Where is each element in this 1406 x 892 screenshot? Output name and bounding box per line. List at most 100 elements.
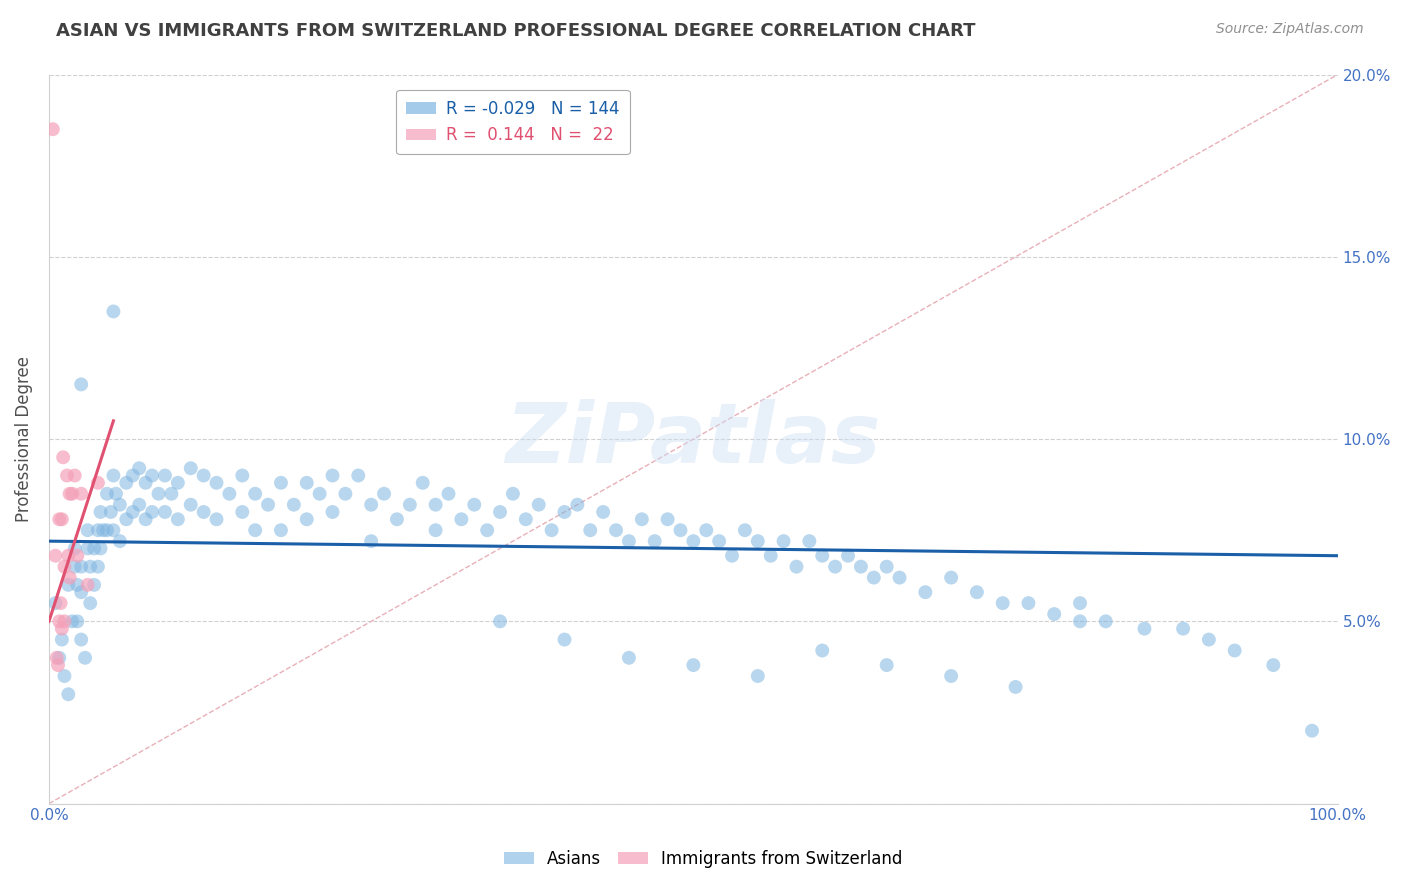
Point — [115, 475, 138, 490]
Point — [87, 559, 110, 574]
Point — [42, 122, 65, 136]
Point — [89, 505, 111, 519]
Point — [87, 523, 110, 537]
Point — [617, 650, 640, 665]
Point — [66, 549, 89, 563]
Point — [734, 523, 756, 537]
Point — [52, 450, 75, 465]
Point — [991, 596, 1014, 610]
Point — [153, 505, 176, 519]
Point — [295, 475, 318, 490]
Point — [100, 505, 122, 519]
Point — [876, 658, 898, 673]
Point — [889, 571, 911, 585]
Point — [785, 559, 807, 574]
Point — [630, 512, 652, 526]
Point — [70, 559, 93, 574]
Point — [721, 549, 744, 563]
Point — [939, 669, 962, 683]
Point — [515, 512, 537, 526]
Point — [849, 559, 872, 574]
Point — [425, 523, 447, 537]
Point — [96, 487, 118, 501]
Point — [128, 498, 150, 512]
Point — [63, 468, 86, 483]
Point — [398, 498, 420, 512]
Legend: R = -0.029   N = 144, R =  0.144   N =  22: R = -0.029 N = 144, R = 0.144 N = 22 — [396, 90, 630, 154]
Point — [592, 505, 614, 519]
Point — [76, 541, 98, 556]
Point — [60, 615, 83, 629]
Point — [108, 498, 131, 512]
Point — [58, 549, 80, 563]
Point — [553, 505, 575, 519]
Text: Source: ZipAtlas.com: Source: ZipAtlas.com — [1216, 22, 1364, 37]
Point — [1223, 643, 1246, 657]
Point — [46, 658, 69, 673]
Point — [231, 468, 253, 483]
Point — [862, 571, 884, 585]
Point — [104, 487, 127, 501]
Legend: Asians, Immigrants from Switzerland: Asians, Immigrants from Switzerland — [496, 844, 910, 875]
Point — [1069, 615, 1091, 629]
Point — [489, 615, 512, 629]
Point — [160, 487, 183, 501]
Point — [335, 487, 357, 501]
Point — [63, 559, 86, 574]
Point — [876, 559, 898, 574]
Point — [48, 615, 70, 629]
Point — [63, 541, 86, 556]
Point — [463, 498, 485, 512]
Point — [96, 523, 118, 537]
Point — [811, 549, 834, 563]
Point — [540, 523, 562, 537]
Point — [51, 632, 73, 647]
Point — [295, 512, 318, 526]
Point — [49, 596, 72, 610]
Point — [1133, 622, 1156, 636]
Point — [811, 643, 834, 657]
Point — [527, 498, 550, 512]
Point — [103, 304, 125, 318]
Point — [682, 534, 704, 549]
Point — [1043, 607, 1066, 621]
Point — [115, 512, 138, 526]
Point — [824, 559, 846, 574]
Point — [321, 505, 343, 519]
Point — [707, 534, 730, 549]
Point — [51, 512, 73, 526]
Point — [1017, 596, 1039, 610]
Point — [89, 541, 111, 556]
Point — [135, 512, 157, 526]
Point — [283, 498, 305, 512]
Point — [475, 523, 498, 537]
Point — [450, 512, 472, 526]
Point — [347, 468, 370, 483]
Point — [1301, 723, 1323, 738]
Point — [83, 578, 105, 592]
Point — [502, 487, 524, 501]
Point — [489, 505, 512, 519]
Point — [373, 487, 395, 501]
Point — [56, 468, 79, 483]
Point — [243, 523, 266, 537]
Point — [914, 585, 936, 599]
Point — [695, 523, 717, 537]
Point — [44, 549, 66, 563]
Point — [772, 534, 794, 549]
Point — [1198, 632, 1220, 647]
Point — [58, 571, 80, 585]
Point — [243, 487, 266, 501]
Point — [669, 523, 692, 537]
Point — [58, 578, 80, 592]
Point — [166, 475, 188, 490]
Point — [567, 498, 589, 512]
Point — [747, 669, 769, 683]
Point — [360, 534, 382, 549]
Point — [553, 632, 575, 647]
Point — [45, 650, 67, 665]
Point — [148, 487, 170, 501]
Point — [48, 512, 70, 526]
Point — [682, 658, 704, 673]
Point — [425, 498, 447, 512]
